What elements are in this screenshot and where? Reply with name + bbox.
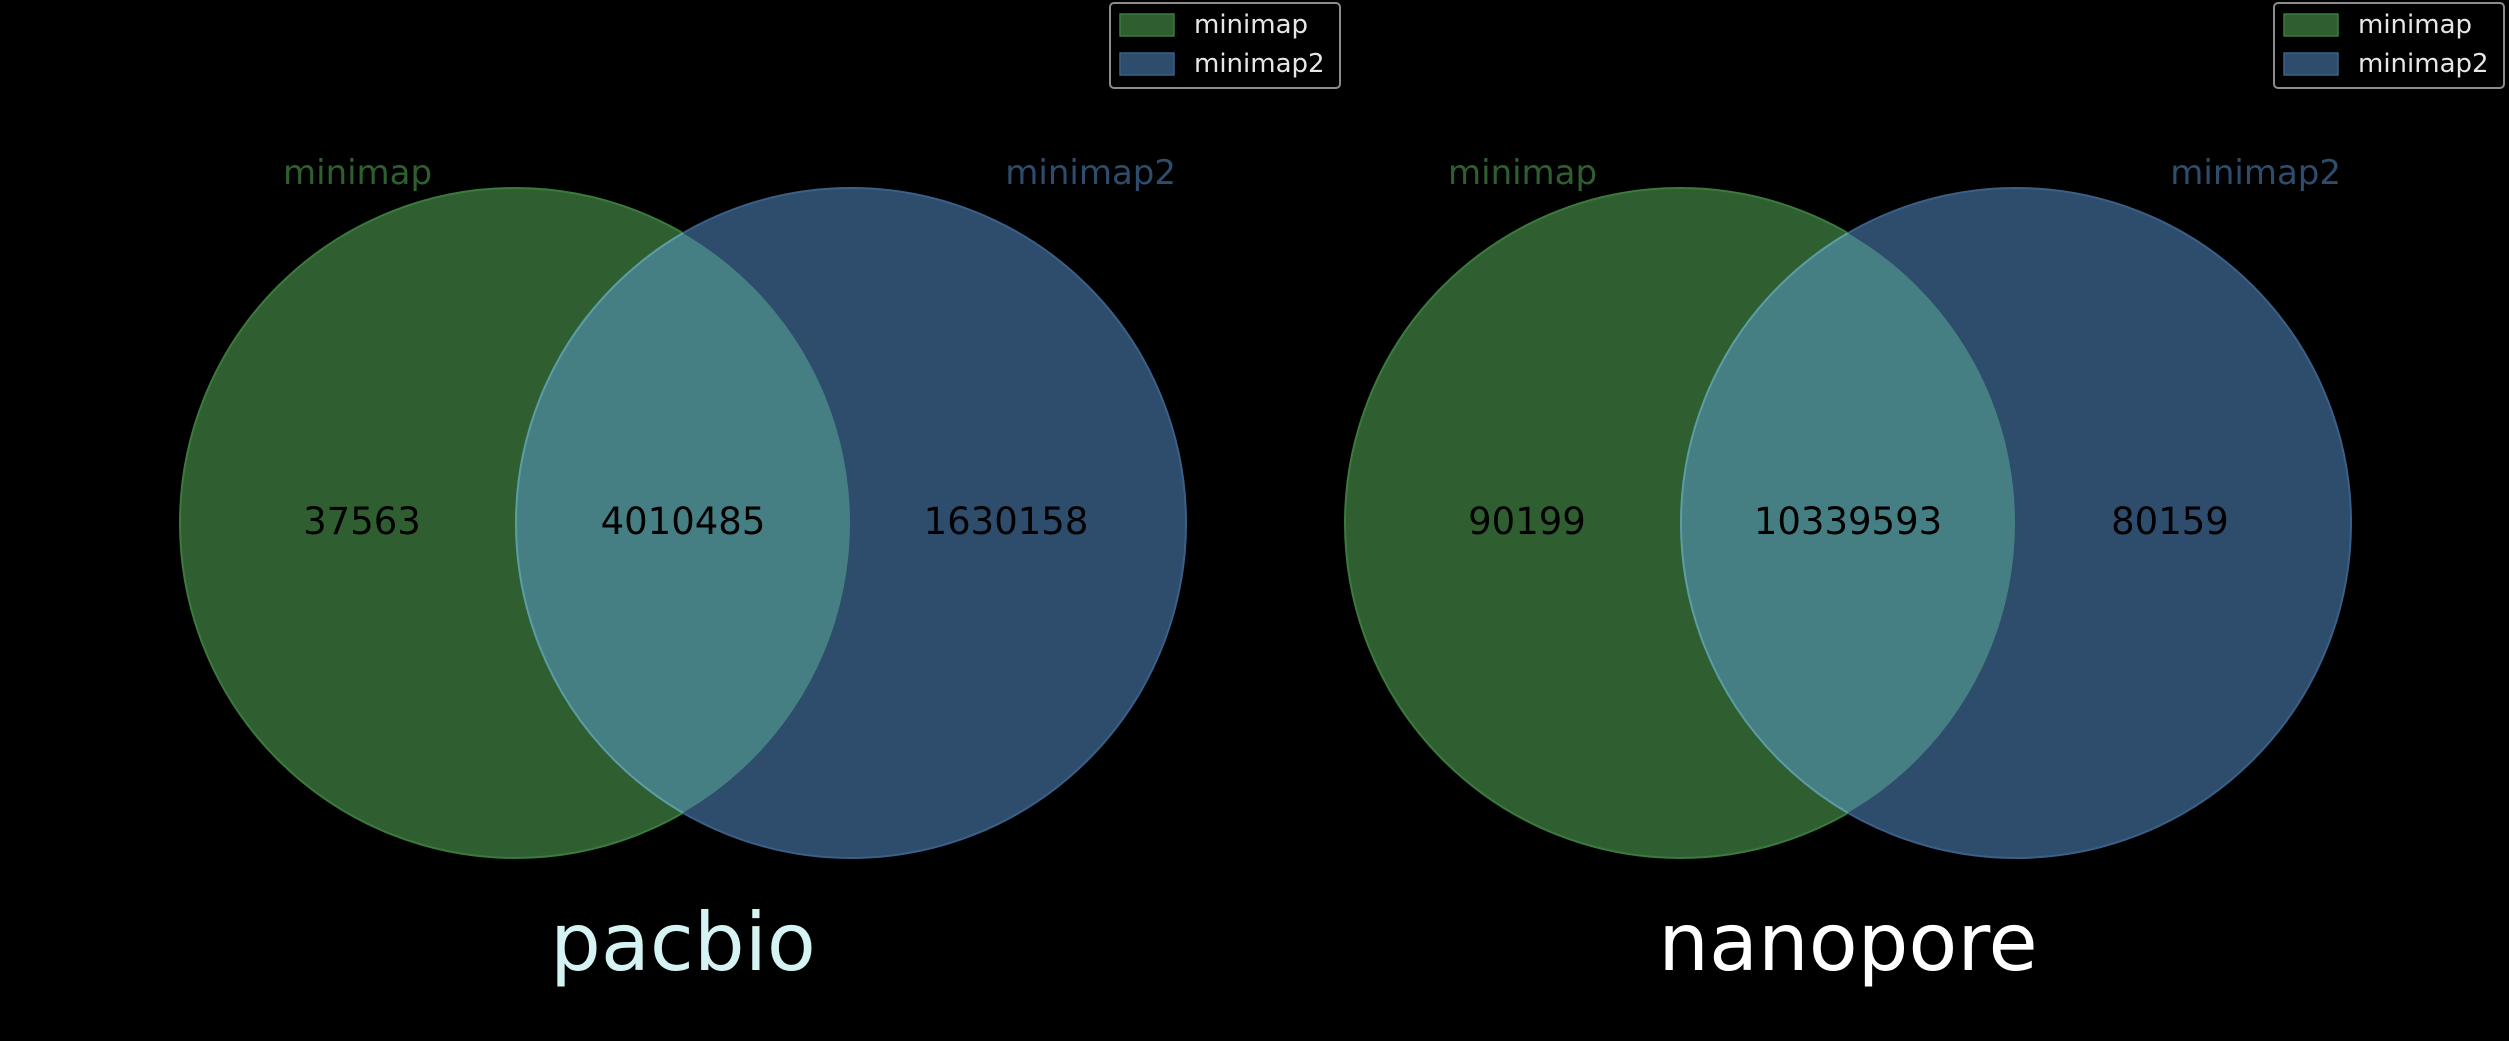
panel-title: nanopore (1658, 896, 2037, 989)
set-b-label: minimap2 (1005, 153, 1176, 193)
legend-swatch-minimap (1119, 13, 1175, 37)
set-b-label: minimap2 (2170, 153, 2341, 193)
venn-panel-pacbio: minimap minimap2 37563 4010485 1630158 p… (179, 2, 1341, 989)
legend-swatch-minimap2 (2283, 52, 2339, 76)
legend-label-minimap: minimap (2358, 10, 2472, 40)
legend-label-minimap: minimap (1194, 10, 1308, 40)
set-a-label: minimap (1448, 153, 1597, 193)
panel-title: pacbio (550, 896, 816, 989)
legend-swatch-minimap2 (1119, 52, 1175, 76)
count-only-b: 80159 (2111, 500, 2229, 543)
set-a-label: minimap (283, 153, 432, 193)
overlap-region (1680, 188, 2015, 858)
count-only-a: 37563 (303, 500, 421, 543)
count-only-a: 90199 (1468, 500, 1586, 543)
legend: minimap minimap2 (1109, 2, 1341, 89)
count-intersection: 4010485 (601, 500, 766, 543)
overlap-region (515, 188, 850, 858)
legend-label-minimap2: minimap2 (2358, 49, 2489, 79)
legend: minimap minimap2 (2273, 2, 2505, 89)
legend-label-minimap2: minimap2 (1194, 49, 1325, 79)
count-intersection: 10339593 (1754, 500, 1942, 543)
venn-panel-nanopore: minimap minimap2 90199 10339593 80159 na… (1344, 2, 2505, 989)
count-only-b: 1630158 (924, 500, 1089, 543)
legend-swatch-minimap (2283, 13, 2339, 37)
